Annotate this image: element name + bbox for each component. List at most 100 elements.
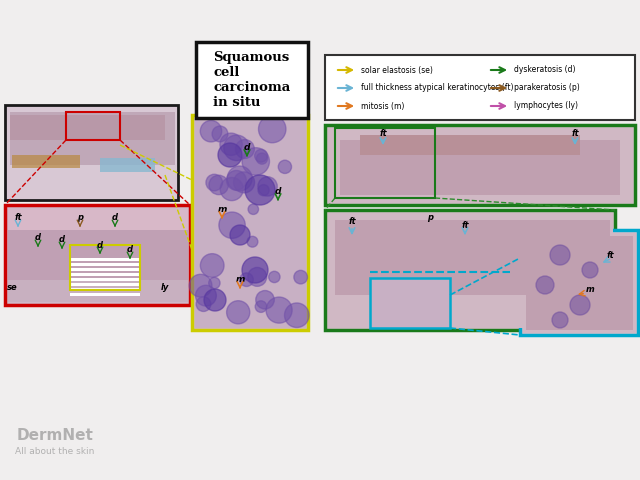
Circle shape (236, 140, 254, 158)
Circle shape (536, 276, 554, 294)
Text: ft: ft (379, 129, 387, 137)
Circle shape (220, 133, 242, 156)
Text: d: d (244, 144, 250, 153)
Circle shape (570, 295, 590, 315)
Bar (526, 236, 633, 330)
Bar (10, 115, 165, 140)
Text: ft: ft (461, 220, 469, 229)
Text: m: m (586, 286, 595, 295)
Text: ft: ft (606, 251, 614, 260)
Circle shape (257, 153, 268, 164)
Circle shape (255, 301, 267, 312)
Circle shape (209, 175, 228, 195)
Bar (325, 125, 635, 205)
Bar (340, 140, 620, 195)
Text: p: p (427, 213, 433, 221)
Text: DermNet: DermNet (17, 428, 93, 443)
Circle shape (212, 126, 228, 142)
Circle shape (245, 175, 275, 205)
Bar (335, 128, 435, 198)
Circle shape (242, 148, 269, 175)
Bar (328, 128, 633, 203)
Circle shape (227, 300, 250, 324)
Circle shape (220, 178, 243, 201)
Bar (520, 230, 638, 335)
Text: All about the skin: All about the skin (15, 446, 95, 456)
Bar (8, 230, 188, 280)
Circle shape (200, 120, 221, 142)
Bar (70, 268, 140, 271)
Text: d: d (275, 188, 281, 196)
Circle shape (234, 172, 255, 193)
Text: d: d (127, 245, 133, 254)
Text: se: se (6, 284, 17, 292)
Bar (335, 220, 610, 295)
Bar (70, 278, 140, 281)
Circle shape (189, 274, 212, 297)
Circle shape (258, 185, 269, 196)
Text: lymphocytes (ly): lymphocytes (ly) (514, 101, 578, 110)
Circle shape (582, 262, 598, 278)
Circle shape (230, 225, 250, 245)
Circle shape (278, 160, 292, 173)
Circle shape (218, 143, 242, 167)
Circle shape (227, 170, 246, 190)
Bar (10, 112, 175, 165)
Circle shape (259, 115, 286, 143)
Bar (370, 278, 450, 328)
Circle shape (209, 277, 220, 288)
Text: m: m (236, 276, 244, 285)
Bar (325, 210, 615, 330)
Bar (195, 118, 306, 328)
Circle shape (266, 297, 292, 323)
Circle shape (227, 166, 252, 191)
Bar (8, 210, 188, 302)
Bar (360, 135, 580, 155)
Bar (5, 205, 190, 305)
Text: ft: ft (348, 217, 356, 227)
Text: p: p (77, 214, 83, 223)
Circle shape (248, 267, 267, 287)
Bar (192, 115, 308, 330)
Circle shape (196, 297, 211, 312)
Circle shape (294, 270, 307, 284)
Circle shape (195, 285, 216, 306)
Bar (196, 42, 308, 118)
Text: solar elastosis (se): solar elastosis (se) (361, 65, 433, 74)
Bar (12, 155, 80, 168)
Circle shape (224, 135, 250, 161)
Bar (70, 263, 140, 266)
Bar (70, 293, 140, 296)
Circle shape (552, 312, 568, 328)
Circle shape (200, 253, 224, 277)
Bar (70, 283, 140, 286)
Bar (523, 233, 636, 333)
Circle shape (242, 257, 268, 283)
Circle shape (256, 290, 275, 309)
Circle shape (285, 303, 309, 327)
Text: ft: ft (14, 214, 22, 223)
Text: dyskeratosis (d): dyskeratosis (d) (514, 65, 575, 74)
Text: d: d (97, 240, 103, 250)
Bar (70, 273, 140, 276)
Bar (8, 210, 188, 230)
Circle shape (204, 289, 226, 311)
Bar (70, 288, 140, 291)
Text: m: m (218, 205, 227, 215)
Text: ft: ft (571, 129, 579, 137)
Bar (5, 105, 178, 200)
Circle shape (269, 271, 280, 283)
Text: Squamous
cell
carcinoma
in situ: Squamous cell carcinoma in situ (213, 51, 291, 109)
Bar (66, 112, 120, 140)
Circle shape (240, 273, 253, 287)
Circle shape (219, 212, 245, 239)
Bar (70, 245, 140, 290)
Bar (70, 258, 140, 261)
Circle shape (550, 245, 570, 265)
Text: mitosis (m): mitosis (m) (361, 101, 404, 110)
Circle shape (248, 204, 259, 215)
Bar (328, 213, 613, 328)
Circle shape (247, 236, 258, 247)
Circle shape (258, 177, 277, 196)
Text: d: d (35, 233, 41, 242)
